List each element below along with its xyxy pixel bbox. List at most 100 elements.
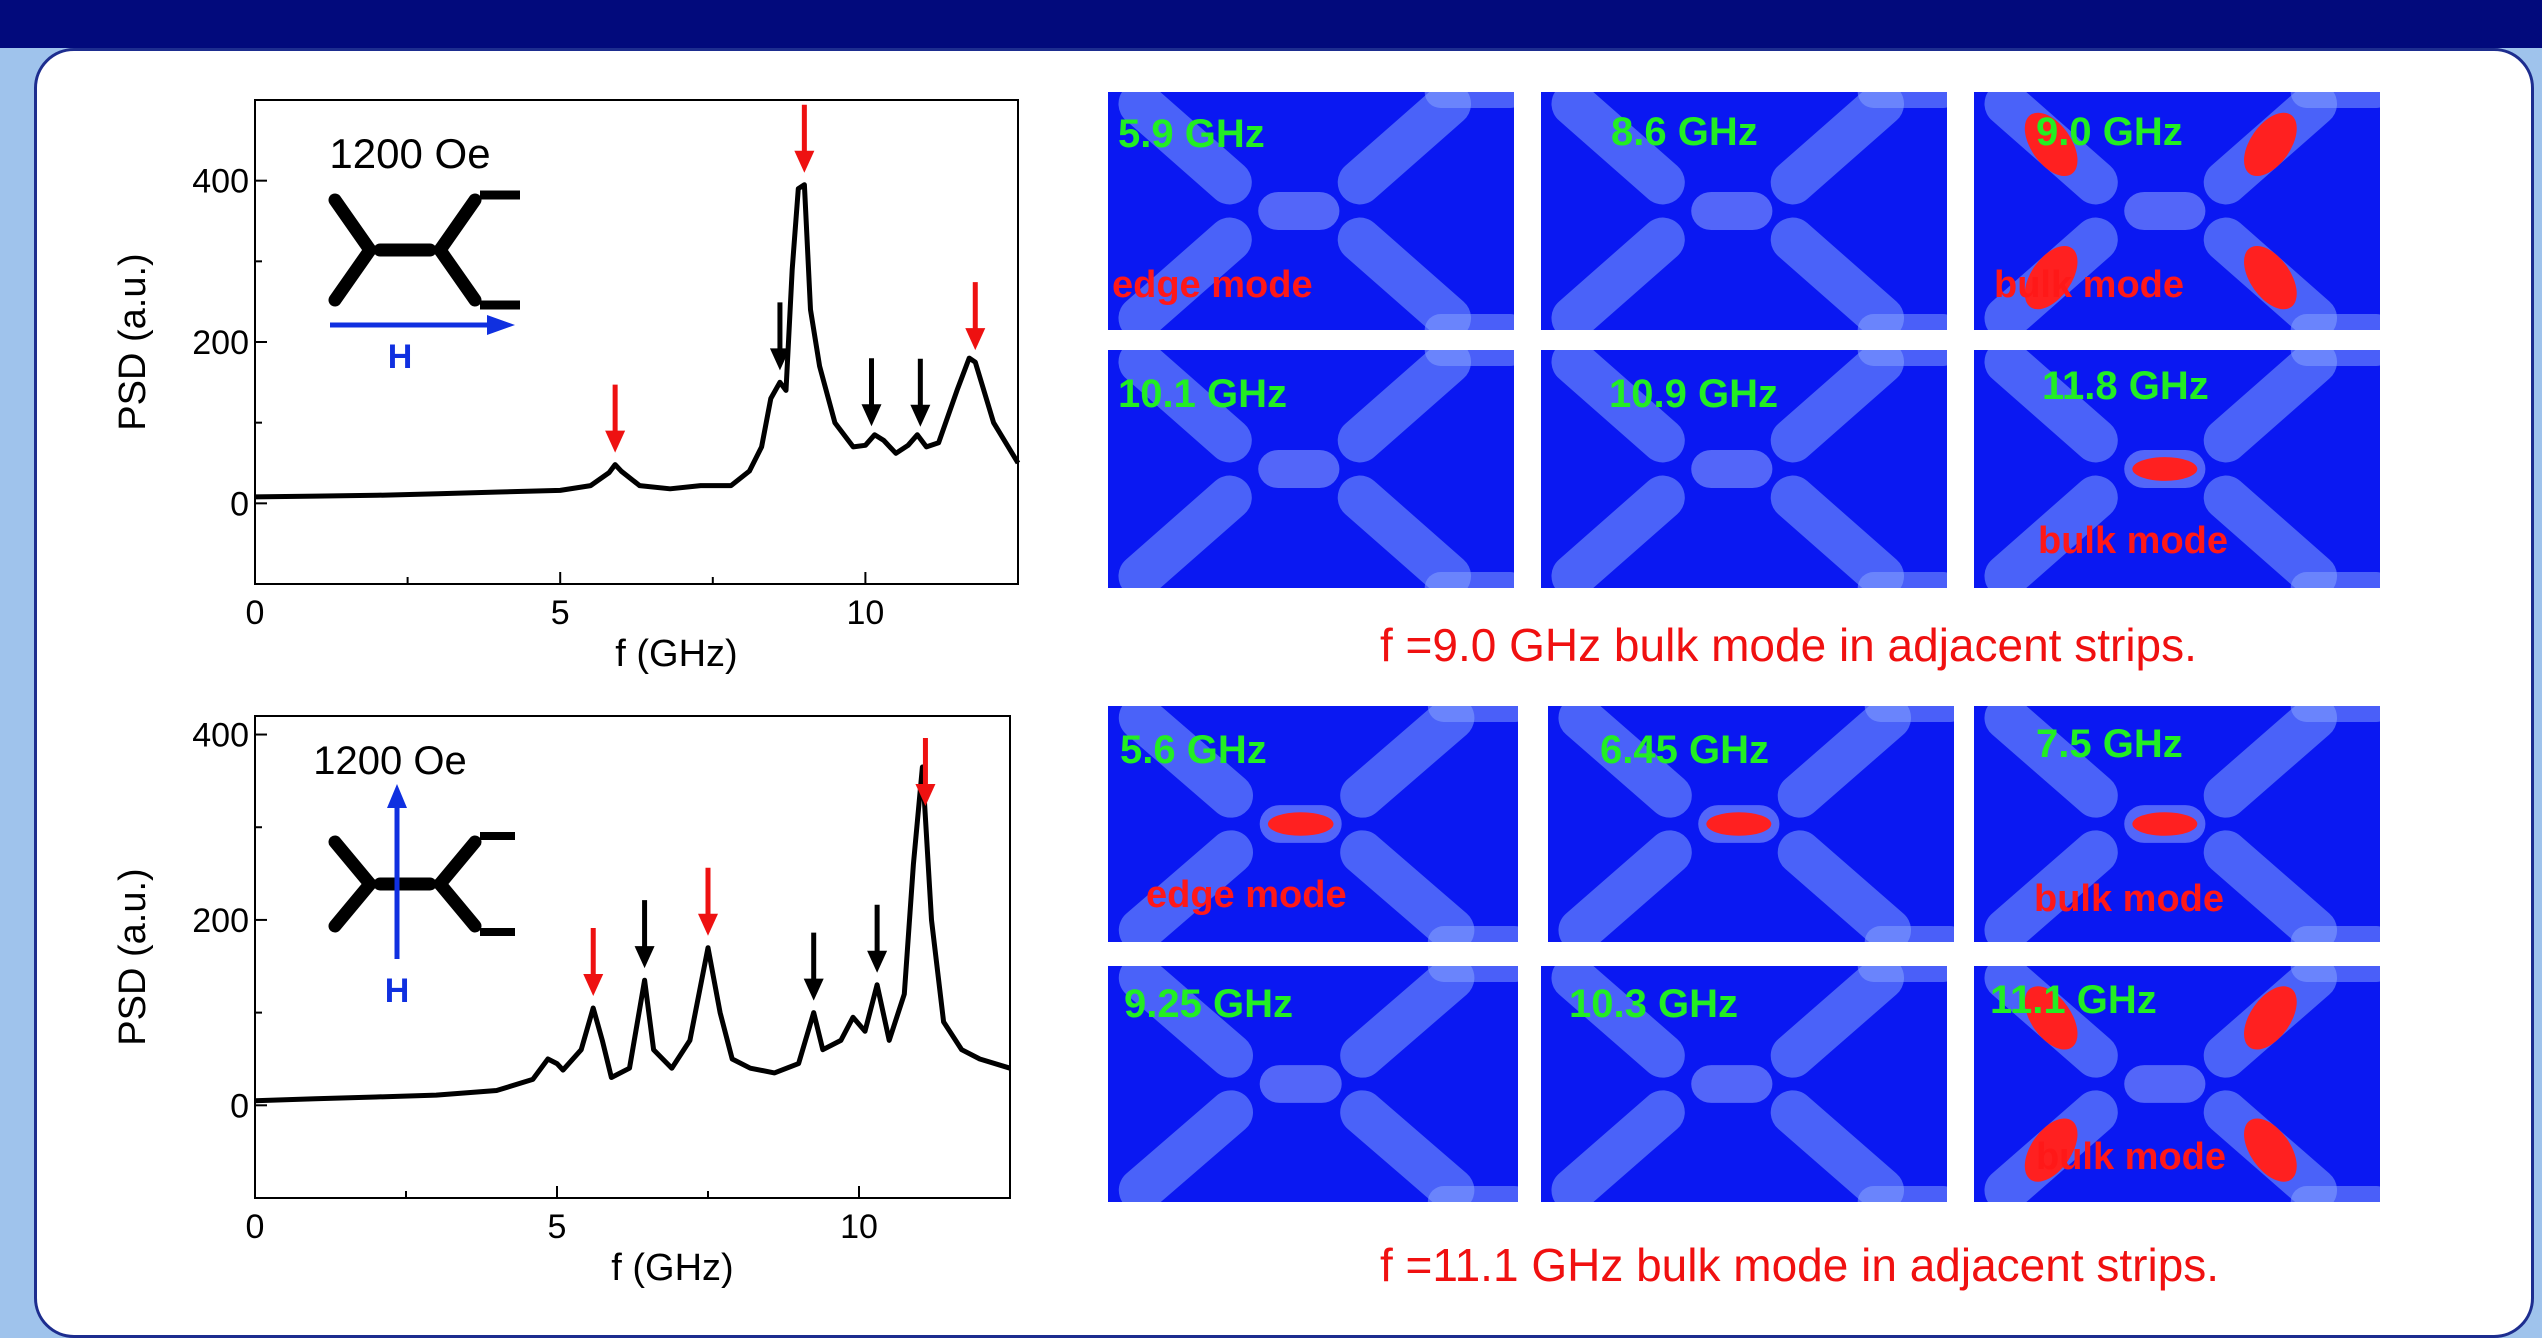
magnetization-map xyxy=(1118,350,1514,588)
nanostrip xyxy=(433,243,482,307)
corner-strip-map xyxy=(2290,1186,2380,1202)
corner-strip-map xyxy=(1424,314,1514,330)
tile-frequency: 10.1 GHz xyxy=(1118,372,1287,416)
bottom-caption: f =11.1 GHz bulk mode in adjacent strips… xyxy=(1380,1239,2220,1291)
center-strip-map xyxy=(1259,1065,1342,1103)
sim-tile-top-3: 9.0 GHz bulk mode xyxy=(1974,92,2380,330)
tile-mode-label: edge mode xyxy=(1146,874,1347,916)
corner-strip-map xyxy=(1427,966,1518,982)
black-peak-arrow-head xyxy=(867,950,888,973)
x-tick-label: 0 xyxy=(246,594,265,632)
center-strip-map xyxy=(2124,1065,2206,1103)
x-tick-label: 0 xyxy=(246,1208,265,1246)
tile-frequency: 11.8 GHz xyxy=(2042,364,2209,408)
black-peak-arrow-head xyxy=(634,946,655,969)
mode-hotspot xyxy=(2024,986,2078,1050)
corner-strip-map xyxy=(2290,706,2380,722)
nanostrip-map xyxy=(1118,830,1253,942)
corner-strip-map xyxy=(2290,314,2380,330)
nanostrip xyxy=(328,243,377,307)
magnetization-map xyxy=(1984,92,2380,330)
corner-strip-map xyxy=(2290,350,2380,366)
y-tick-label: 200 xyxy=(192,324,249,362)
y-tick-label: 0 xyxy=(230,1087,249,1125)
nanostrip-map xyxy=(1984,475,2118,588)
nanostrip-map xyxy=(1337,217,1472,330)
sim-tile-bottom-2: 6.45 GHz xyxy=(1548,706,1954,942)
nanostrip xyxy=(433,877,482,933)
mode-hotspot xyxy=(2024,245,2078,310)
center-strip-map xyxy=(1258,191,1340,231)
nanostrip-map xyxy=(1340,966,1475,1078)
field-arrow-head xyxy=(487,315,515,335)
tile-mode-label: bulk mode xyxy=(2036,1136,2227,1178)
black-peak-arrow-head xyxy=(803,978,824,1001)
magnetization-map xyxy=(1984,706,2380,942)
center-strip-map xyxy=(2124,191,2206,231)
nanostrip-map xyxy=(1337,350,1472,463)
tile-frequency: 10.9 GHz xyxy=(1609,372,1778,416)
psd-series-line xyxy=(254,182,1021,500)
mode-hotspot xyxy=(2024,112,2078,177)
red-peak-arrow-head xyxy=(605,430,626,453)
corner-strip-map xyxy=(2290,966,2380,982)
spectrum-chart-horizontal-field: 0 5 10 0 200 400 f (GHz) PSD (a.u.) 1200 Oe H xyxy=(112,99,1021,675)
x-tick-label: 5 xyxy=(551,594,570,632)
mode-hotspot xyxy=(2244,112,2297,177)
red-peak-arrow-head xyxy=(583,973,604,996)
nanostrip-map xyxy=(1337,92,1472,205)
corner-strip-map xyxy=(1864,926,1954,942)
magnetization-map xyxy=(1551,350,1947,588)
red-peak-arrow-head xyxy=(698,913,718,936)
nanostrip xyxy=(433,835,482,891)
x-axis-label: f (GHz) xyxy=(615,633,737,675)
black-peak-arrow-head xyxy=(861,404,882,427)
nanostrip-map xyxy=(1118,92,1252,205)
field-arrow-head xyxy=(387,784,407,808)
nanostrip xyxy=(328,193,377,257)
magnetization-map xyxy=(1551,966,1947,1202)
mode-hotspot xyxy=(2024,1118,2078,1182)
tile-frequency: 8.6 GHz xyxy=(1611,110,1758,154)
psd-series-line xyxy=(254,764,1011,1104)
mode-hotspot xyxy=(2244,245,2297,310)
nanostrip-map xyxy=(2203,830,2338,942)
nanostrip-map xyxy=(1770,966,1905,1078)
nanostrip-map xyxy=(1340,830,1475,942)
nanostrip-map xyxy=(1551,1090,1685,1202)
tile-frequency: 10.3 GHz xyxy=(1569,982,1738,1026)
sim-tile-bottom-6: 11.1 GHz bulk mode xyxy=(1974,966,2380,1202)
sim-tile-top-5: 10.9 GHz xyxy=(1541,350,1947,588)
red-peak-arrow-head xyxy=(965,328,986,351)
nanostrip-map xyxy=(1551,217,1685,330)
corner-strip-map xyxy=(1857,350,1947,366)
tile-frequency: 7.5 GHz xyxy=(2036,722,2183,766)
nanostrip xyxy=(328,877,377,933)
nanostrip-map xyxy=(2203,475,2338,588)
top-caption: f =9.0 GHz bulk mode in adjacent strips. xyxy=(1380,619,2197,671)
nanostrip-map xyxy=(1558,706,1692,818)
inset-field-label: 1200 Oe xyxy=(313,739,466,783)
corner-strip-map xyxy=(1424,92,1514,108)
sim-tile-top-1: 5.9 GHz edge mode xyxy=(1108,92,1514,330)
tile-mode-label: edge mode xyxy=(1112,264,1313,306)
corner-strip-map xyxy=(1857,314,1947,330)
x-tick-label: 5 xyxy=(548,1208,567,1246)
nanostrip-map xyxy=(1340,1090,1475,1202)
nanostrip-map xyxy=(1340,706,1475,818)
nanostrip-map xyxy=(1118,350,1252,463)
nanostrip-map xyxy=(1118,475,1252,588)
nanostrip-map xyxy=(2203,706,2338,818)
corner-strip-map xyxy=(1424,350,1514,366)
nanostrip-map xyxy=(1984,706,2118,818)
tile-frequency: 9.25 GHz xyxy=(1124,982,1293,1026)
x-axis-label: f (GHz) xyxy=(611,1247,733,1289)
nanostrip-map xyxy=(1551,350,1685,463)
nanostrip-map xyxy=(1770,1090,1905,1202)
nanostrip-map xyxy=(1337,475,1472,588)
sim-tile-top-2: 8.6 GHz xyxy=(1541,92,1947,330)
nanostrip-map xyxy=(1118,966,1253,1078)
corner-strip-map xyxy=(1427,1186,1518,1202)
magnetization-map xyxy=(1984,350,2380,588)
magnetization-map xyxy=(1118,706,1518,942)
